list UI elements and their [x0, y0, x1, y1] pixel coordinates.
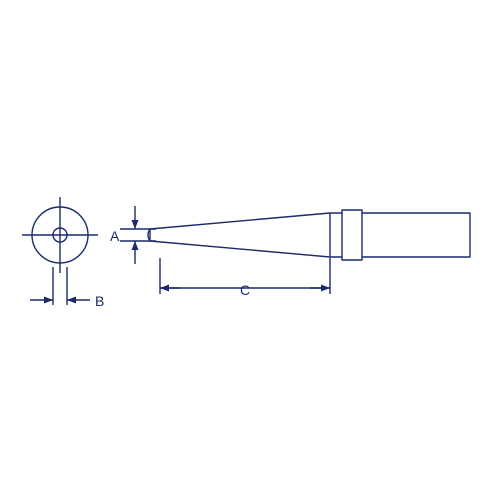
diagram-svg: [0, 0, 500, 500]
label-C: C: [240, 282, 250, 298]
label-A: A: [110, 228, 119, 244]
diagram-canvas: A B C: [0, 0, 500, 500]
label-B: B: [95, 293, 104, 309]
